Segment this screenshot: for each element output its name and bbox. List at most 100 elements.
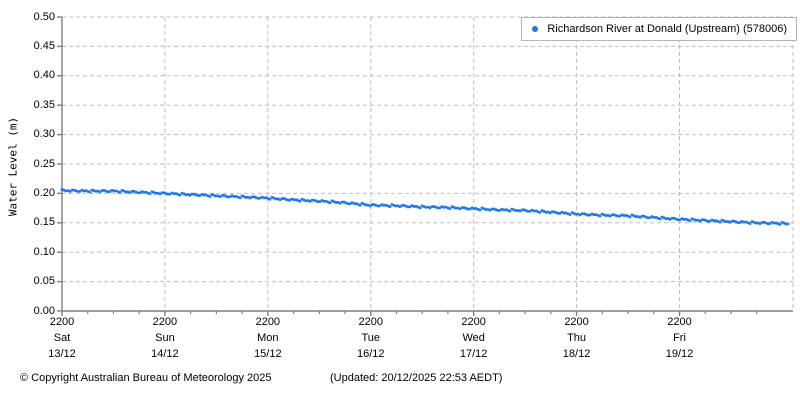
data-point — [250, 195, 254, 199]
x-tick-label: 2200 Mon 15/12 — [254, 314, 282, 362]
data-point — [196, 194, 200, 197]
data-point — [516, 209, 520, 212]
data-point — [586, 213, 590, 217]
x-tick-label: 2200 Sun 14/12 — [151, 314, 179, 362]
data-point — [412, 205, 416, 208]
x-tick-label-line: Tue — [361, 332, 380, 344]
data-point — [308, 200, 312, 203]
data-point — [630, 213, 634, 217]
data-point — [782, 221, 786, 225]
data-point — [460, 206, 464, 209]
data-point — [284, 198, 288, 201]
x-tick-label-line: 2200 — [152, 316, 178, 328]
data-point — [224, 194, 228, 198]
data-point — [466, 207, 470, 211]
data-point — [462, 206, 466, 209]
data-point — [732, 219, 736, 223]
data-point — [746, 221, 750, 225]
data-point — [606, 214, 610, 217]
legend-marker-icon — [532, 26, 539, 32]
data-point — [528, 209, 532, 213]
y-tick-label: 0.20 — [33, 186, 55, 199]
data-point — [180, 191, 184, 195]
data-point — [296, 199, 300, 202]
data-point — [686, 218, 690, 222]
x-tick-label-line: Fri — [673, 332, 686, 344]
data-point — [154, 191, 158, 195]
data-point — [228, 195, 232, 199]
data-point — [668, 218, 672, 221]
data-point — [322, 199, 326, 203]
data-point — [598, 214, 602, 218]
data-point — [186, 193, 190, 196]
data-point — [192, 192, 196, 196]
data-point — [698, 219, 702, 223]
data-point — [152, 191, 156, 194]
data-point — [524, 209, 528, 212]
data-point — [548, 211, 552, 215]
data-point — [444, 205, 448, 209]
data-point — [222, 194, 226, 197]
data-point — [136, 191, 140, 195]
data-point — [596, 214, 600, 217]
data-point — [432, 205, 436, 208]
data-point — [422, 205, 426, 208]
data-point — [114, 189, 118, 193]
data-point — [430, 205, 434, 208]
data-point — [520, 208, 524, 212]
data-point — [618, 214, 622, 218]
data-point — [760, 221, 764, 224]
data-point — [778, 223, 782, 226]
data-point — [246, 195, 250, 199]
data-point — [600, 212, 604, 216]
data-point — [534, 209, 538, 213]
data-point — [76, 190, 80, 193]
data-point — [458, 207, 462, 211]
data-point — [716, 220, 720, 223]
data-point — [656, 216, 660, 220]
data-point — [326, 200, 330, 204]
data-point — [582, 212, 586, 215]
data-point — [648, 216, 652, 220]
data-point — [438, 206, 442, 210]
data-point — [208, 195, 212, 198]
data-point — [752, 220, 756, 224]
data-point — [278, 198, 282, 201]
y-tick-label: 0.25 — [33, 157, 55, 170]
data-point — [418, 206, 422, 210]
data-point — [194, 193, 198, 197]
data-point — [426, 205, 430, 209]
data-point — [744, 220, 748, 224]
data-point — [342, 200, 346, 204]
data-point — [540, 209, 544, 212]
data-point — [682, 218, 686, 221]
data-point — [108, 190, 112, 193]
data-point — [80, 188, 84, 192]
data-point — [314, 199, 318, 203]
data-point — [272, 196, 276, 200]
data-point — [238, 196, 242, 200]
footer-copyright: © Copyright Australian Bureau of Meteoro… — [20, 372, 272, 384]
data-point — [736, 221, 740, 224]
data-point — [674, 217, 678, 221]
y-tick-label: 0.50 — [33, 10, 55, 23]
data-point — [748, 222, 752, 225]
data-point — [620, 213, 624, 217]
data-point — [424, 206, 428, 209]
data-point — [512, 208, 516, 212]
data-point — [456, 206, 460, 210]
data-point — [566, 212, 570, 216]
data-point — [394, 204, 398, 208]
data-point — [546, 210, 550, 214]
data-point — [288, 198, 292, 202]
x-tick-label-line: 17/12 — [459, 348, 488, 360]
data-point — [720, 218, 724, 222]
data-point — [642, 214, 646, 218]
data-point — [244, 196, 248, 199]
data-point — [662, 216, 666, 220]
data-point — [392, 204, 396, 207]
data-point — [160, 191, 164, 195]
data-point — [692, 218, 696, 221]
data-point — [764, 221, 768, 225]
